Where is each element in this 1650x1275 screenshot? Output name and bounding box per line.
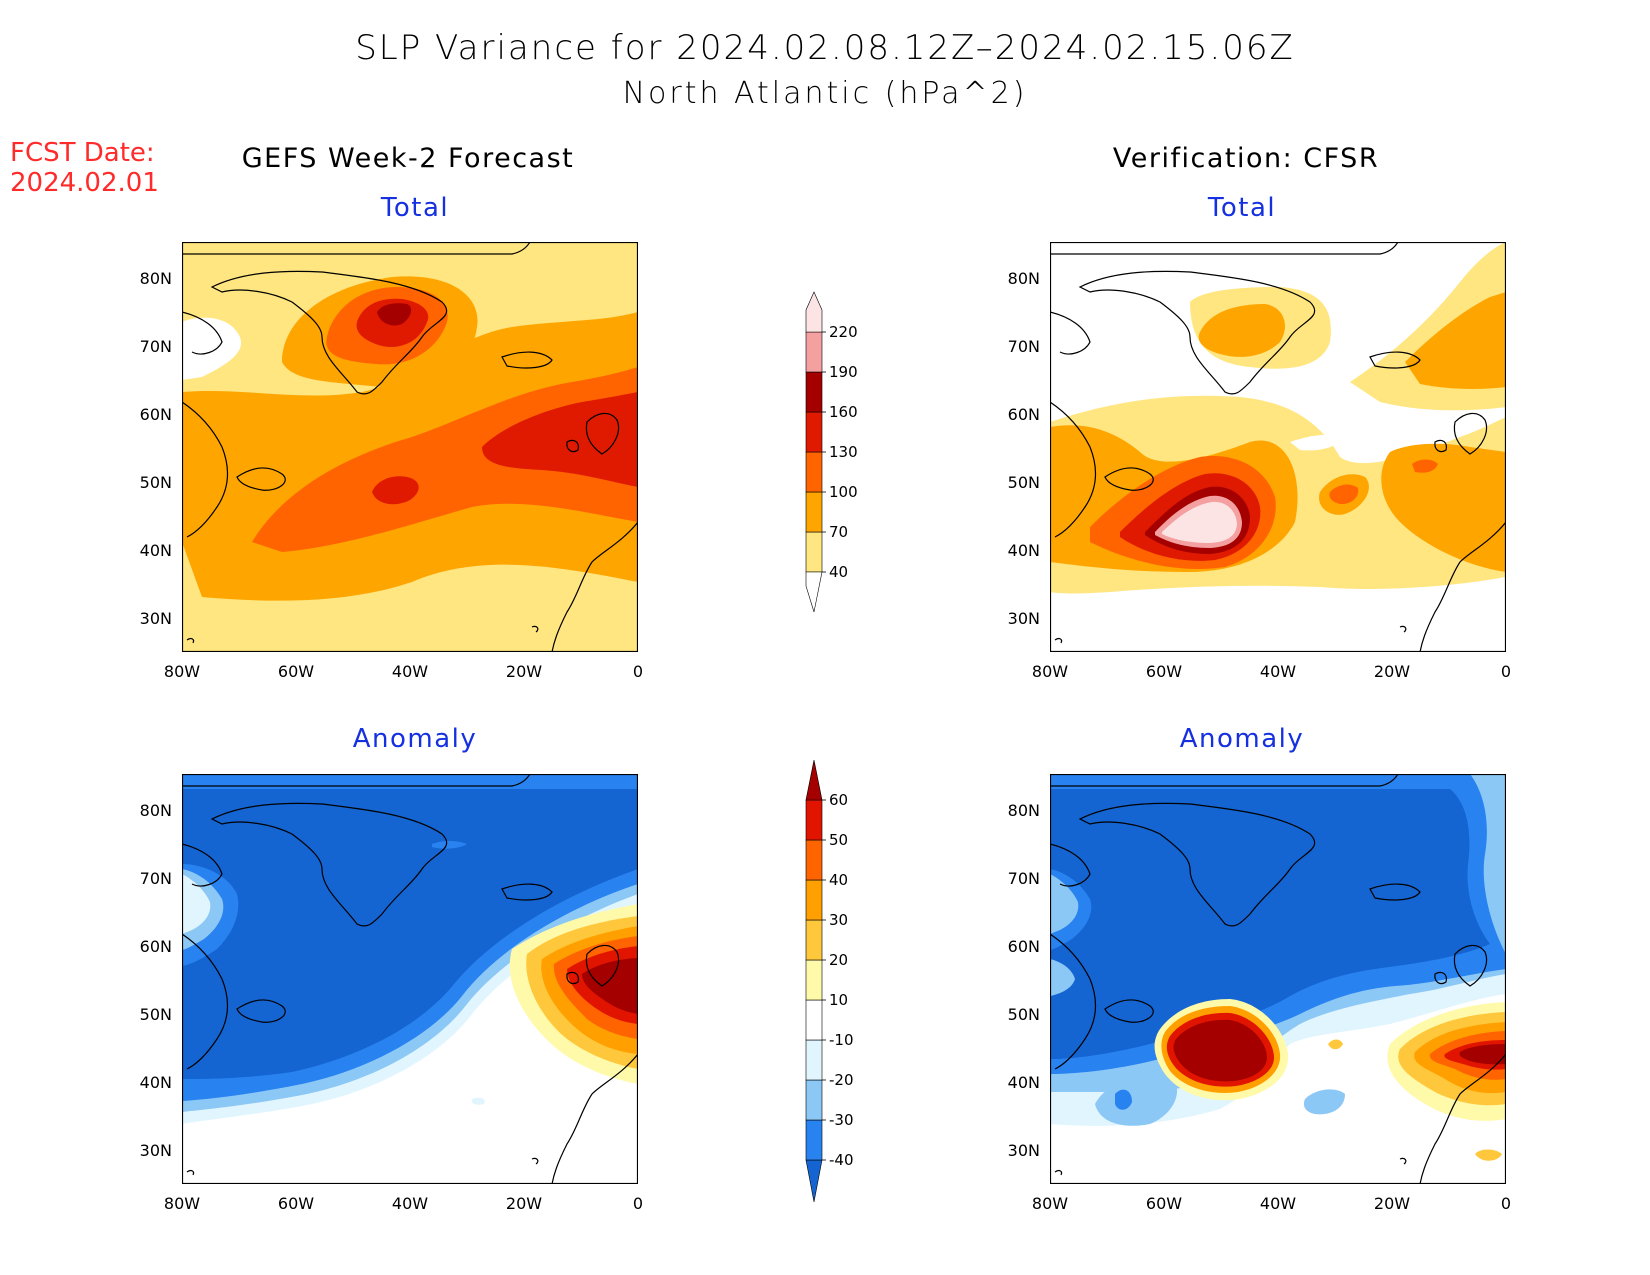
anomaly-cbar-label-20: 20 [829,951,849,969]
verification-anomaly-map [1050,774,1506,1184]
p3-lat-70n: 70N [139,869,172,888]
p1-lat-50n: 50N [139,473,172,492]
p1-lat-40n: 40N [139,541,172,560]
p2-lat-40n: 40N [1007,541,1040,560]
p2-lon-40w: 40W [1259,662,1297,681]
p2-lat-50n: 50N [1007,473,1040,492]
p2-lat-80n: 80N [1007,269,1040,288]
total-colorbar [800,286,860,616]
forecast-total-map [182,242,638,652]
p4-lat-60n: 60N [1007,937,1040,956]
forecast-total-subtitle: Total [380,193,450,223]
left-column-title: GEFS Week-2 Forecast [241,143,575,174]
anomaly-colorbar [800,756,860,1206]
p3-lon-40w: 40W [391,1194,429,1213]
p4-lat-70n: 70N [1007,869,1040,888]
p4-lon-0: 0 [1500,1194,1512,1213]
p3-lat-40n: 40N [139,1073,172,1092]
p2-lat-60n: 60N [1007,405,1040,424]
total-cbar-label-100: 100 [829,483,858,501]
p3-lat-50n: 50N [139,1005,172,1024]
anomaly-cbar-label-minus30: -30 [829,1111,854,1129]
anomaly-cbar-label-30: 30 [829,911,849,929]
p2-lon-0: 0 [1500,662,1512,681]
p3-lon-80w: 80W [163,1194,201,1213]
anomaly-cbar-label-10: 10 [829,991,849,1009]
p4-lat-80n: 80N [1007,801,1040,820]
p4-lon-80w: 80W [1031,1194,1069,1213]
p1-lon-0: 0 [632,662,644,681]
fcst-date-value: 2024.02.01 [10,168,159,198]
total-cbar-label-160: 160 [829,403,858,421]
p1-lon-20w: 20W [505,662,543,681]
total-cbar-label-70: 70 [829,523,849,541]
p2-lat-70n: 70N [1007,337,1040,356]
p2-lat-30n: 30N [1007,609,1040,628]
p1-lon-40w: 40W [391,662,429,681]
p3-lon-0: 0 [632,1194,644,1213]
p3-lon-60w: 60W [277,1194,315,1213]
p4-lon-20w: 20W [1373,1194,1411,1213]
forecast-anomaly-subtitle: Anomaly [352,724,478,754]
chart-title-line1: SLP Variance for 2024.02.08.12Z–2024.02.… [355,28,1295,68]
p3-lat-80n: 80N [139,801,172,820]
p2-lon-60w: 60W [1145,662,1183,681]
p4-lat-30n: 30N [1007,1141,1040,1160]
anomaly-cbar-label-40: 40 [829,871,849,889]
p1-lat-70n: 70N [139,337,172,356]
p4-lon-40w: 40W [1259,1194,1297,1213]
right-column-title: Verification: CFSR [1112,143,1380,174]
total-cbar-label-190: 190 [829,363,858,381]
p1-lon-80w: 80W [163,662,201,681]
anomaly-cbar-label-minus10: -10 [829,1031,854,1049]
total-cbar-label-130: 130 [829,443,858,461]
p3-lat-60n: 60N [139,937,172,956]
verification-anomaly-subtitle: Anomaly [1179,724,1305,754]
p4-lat-40n: 40N [1007,1073,1040,1092]
p1-lat-30n: 30N [139,609,172,628]
p3-lat-30n: 30N [139,1141,172,1160]
p3-lon-20w: 20W [505,1194,543,1213]
fcst-date-label: FCST Date: [10,138,155,168]
verification-total-subtitle: Total [1207,193,1277,223]
anomaly-cbar-label-minus20: -20 [829,1071,854,1089]
verification-total-map [1050,242,1506,652]
chart-title-line2: North Atlantic (hPa^2) [622,76,1028,111]
total-cbar-label-220: 220 [829,323,858,341]
total-cbar-label-40: 40 [829,563,849,581]
p1-lon-60w: 60W [277,662,315,681]
p2-lon-80w: 80W [1031,662,1069,681]
p1-lat-80n: 80N [139,269,172,288]
anomaly-cbar-label-50: 50 [829,831,849,849]
forecast-anomaly-map [182,774,638,1184]
p4-lat-50n: 50N [1007,1005,1040,1024]
anomaly-cbar-label-minus40: -40 [829,1151,854,1169]
forecast-date-block: FCST Date: 2024.02.01 [10,138,159,198]
p2-lon-20w: 20W [1373,662,1411,681]
p1-lat-60n: 60N [139,405,172,424]
anomaly-cbar-label-60: 60 [829,791,849,809]
p4-lon-60w: 60W [1145,1194,1183,1213]
